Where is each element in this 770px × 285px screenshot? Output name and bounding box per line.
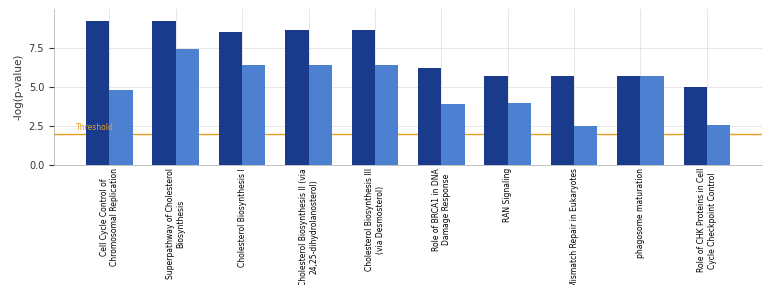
Bar: [242, 65, 266, 165]
Bar: [109, 90, 132, 165]
Y-axis label: -log(p-value): -log(p-value): [13, 54, 23, 120]
Bar: [375, 65, 398, 165]
Bar: [352, 30, 375, 165]
Bar: [618, 76, 641, 165]
Bar: [219, 32, 242, 165]
Bar: [152, 21, 176, 165]
Bar: [441, 104, 464, 165]
Bar: [176, 49, 199, 165]
Bar: [574, 126, 598, 165]
Bar: [507, 103, 531, 165]
Bar: [285, 30, 309, 165]
Bar: [551, 76, 574, 165]
Text: Threshold: Threshold: [76, 123, 114, 132]
Bar: [707, 125, 730, 165]
Bar: [484, 76, 507, 165]
Bar: [684, 87, 707, 165]
Bar: [309, 65, 332, 165]
Bar: [641, 76, 664, 165]
Bar: [86, 21, 109, 165]
Bar: [418, 68, 441, 165]
